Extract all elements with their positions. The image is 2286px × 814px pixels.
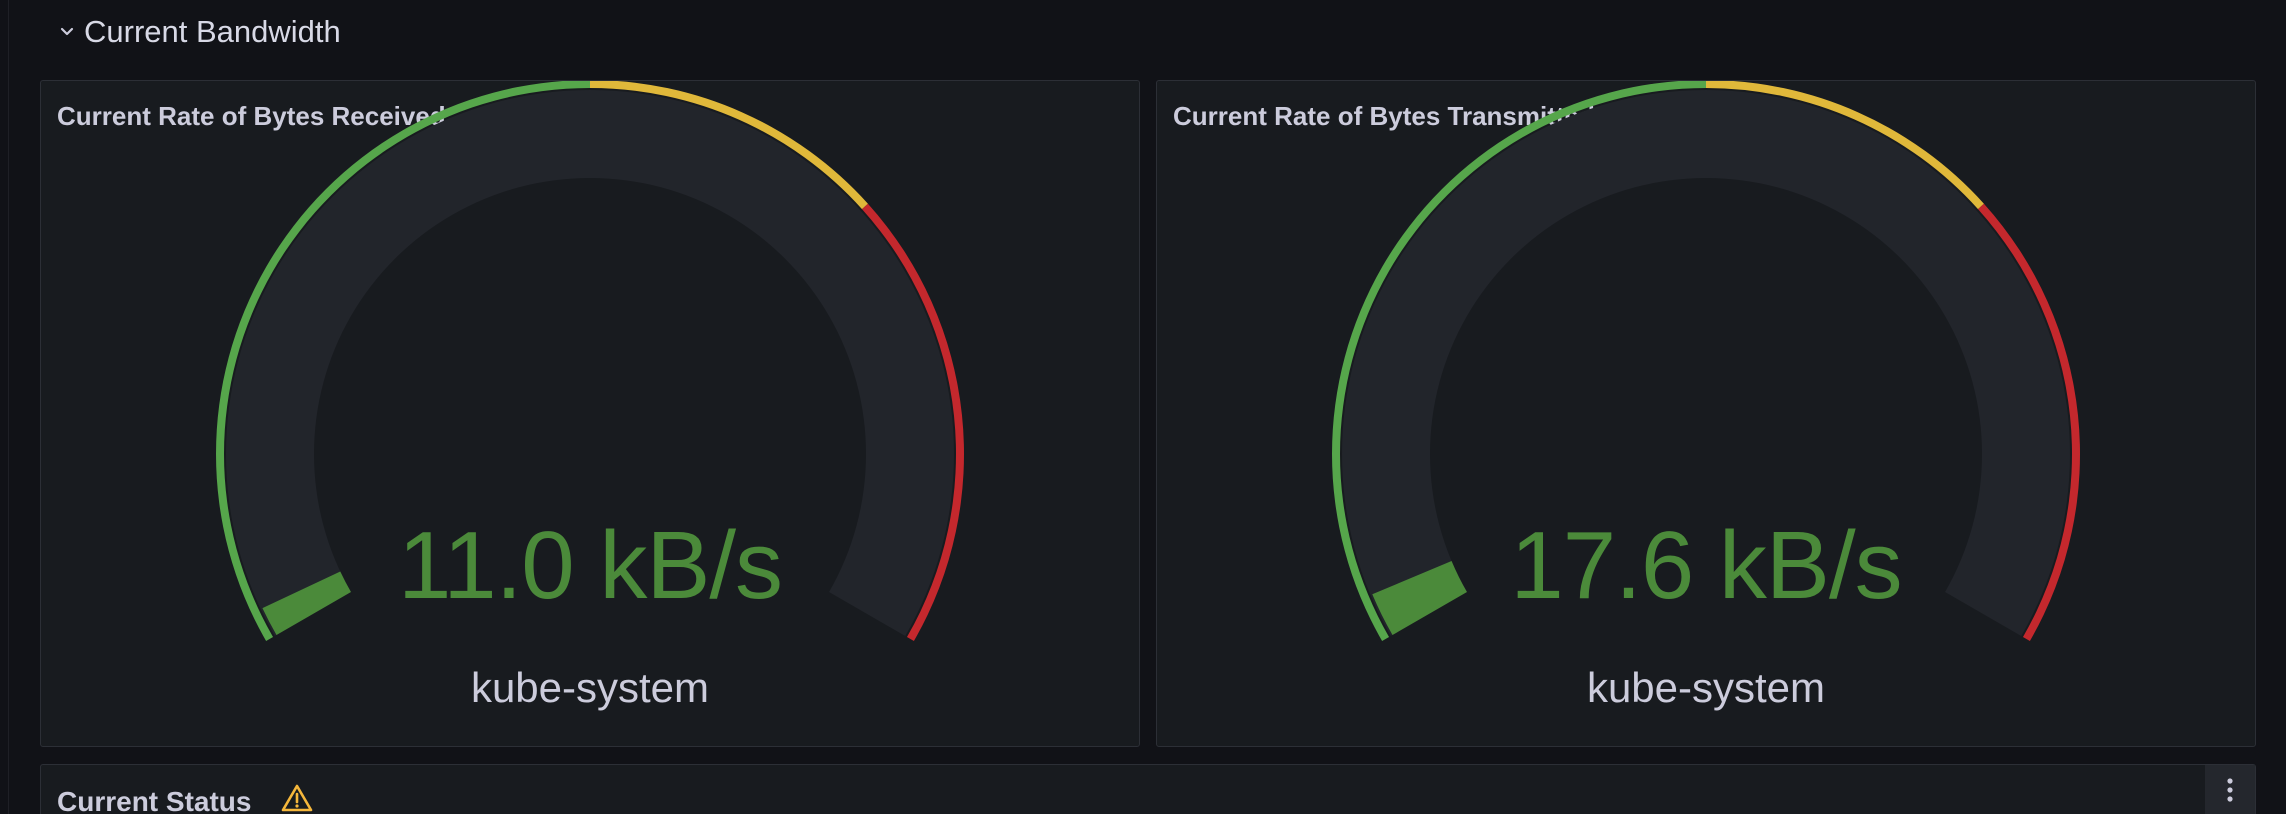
gauge-value: 17.6 kB/s (1510, 512, 1902, 619)
gauge-label: kube-system (470, 664, 710, 711)
gauge-track (1342, 90, 2070, 637)
chevron-down-icon (56, 21, 78, 43)
kebab-menu-icon[interactable] (2205, 765, 2255, 814)
gauge-value-arc (1372, 560, 1467, 635)
panel-bytes-transmitted[interactable]: Current Rate of Bytes Transmitted 17.6 k… (1156, 80, 2256, 747)
sidebar-edge (0, 0, 9, 814)
warning-icon[interactable] (281, 783, 313, 814)
gauge-label: kube-system (1586, 664, 1826, 711)
panel-title: Current Rate of Bytes Received (57, 101, 446, 131)
gauge-value-arc (262, 571, 351, 635)
row-title: Current Bandwidth (84, 14, 341, 49)
gauge (216, 81, 964, 641)
panel-current-status[interactable]: Current Status (40, 764, 2256, 814)
panel-bytes-received[interactable]: Current Rate of Bytes Received 11.0 kB/s… (40, 80, 1140, 747)
gauge-track (226, 90, 955, 637)
gauge (1332, 81, 2080, 641)
panel-title: Current Rate of Bytes Transmitted (1173, 101, 1595, 131)
row-header-current-bandwidth[interactable]: Current Bandwidth (56, 12, 341, 52)
gauge-value: 11.0 kB/s (397, 512, 783, 619)
panel-title-row: Current Status (57, 783, 313, 814)
panel-title: Current Status (57, 785, 252, 814)
